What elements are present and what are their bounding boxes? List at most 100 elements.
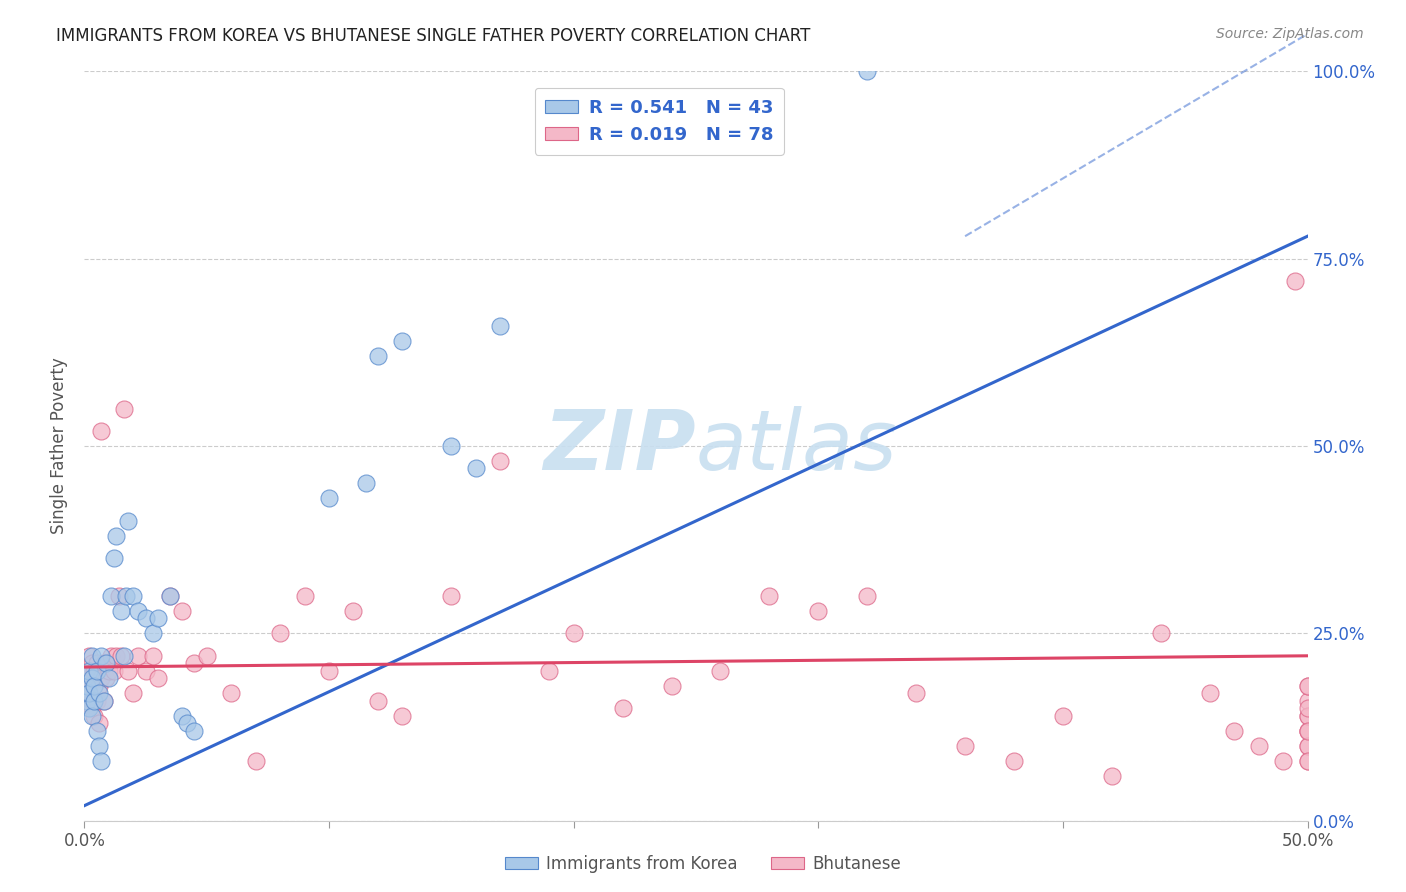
Point [80,701,103,715]
Point [83,679,105,693]
Point [318,664,340,678]
Point [1296,723,1319,738]
Point [464,461,486,475]
Point [100,589,122,603]
Point [122,589,145,603]
Point [146,671,169,685]
Point [1296,723,1319,738]
Point [440,589,463,603]
Point [115,589,138,603]
Point [87,679,110,693]
Point [367,349,389,363]
Point [83,708,105,723]
Point [107,589,129,603]
Point [100,648,122,663]
Point [86,694,108,708]
Point [1052,708,1074,723]
Point [93,657,115,671]
Point [90,424,112,438]
Point [219,686,242,700]
Point [1101,769,1123,783]
Point [90,754,112,768]
Point [142,648,165,663]
Point [1247,739,1270,753]
Point [110,604,132,618]
Point [342,604,364,618]
Point [77,679,100,693]
Legend: Immigrants from Korea, Bhutanese: Immigrants from Korea, Bhutanese [498,848,908,880]
Point [76,679,98,693]
Point [86,657,108,671]
Point [112,648,135,663]
Point [1296,723,1319,738]
Point [1296,754,1319,768]
Point [105,529,128,543]
Point [1296,739,1319,753]
Point [96,671,118,685]
Point [661,679,683,693]
Point [127,604,149,618]
Text: IMMIGRANTS FROM KOREA VS BHUTANESE SINGLE FATHER POVERTY CORRELATION CHART: IMMIGRANTS FROM KOREA VS BHUTANESE SINGL… [56,27,811,45]
Point [183,723,205,738]
Point [1296,694,1319,708]
Point [538,664,561,678]
Point [905,686,928,700]
Point [391,334,413,348]
Text: Source: ZipAtlas.com: Source: ZipAtlas.com [1216,27,1364,41]
Text: atlas: atlas [696,406,897,486]
Point [172,708,194,723]
Point [159,589,181,603]
Point [77,664,100,678]
Point [76,694,98,708]
Point [1002,754,1025,768]
Point [76,664,98,678]
Point [562,626,585,640]
Point [1296,754,1319,768]
Point [612,701,634,715]
Point [294,589,316,603]
Point [83,664,105,678]
Point [103,551,125,566]
Point [1296,708,1319,723]
Point [807,604,830,618]
Point [135,611,157,625]
Point [83,694,105,708]
Point [195,648,218,663]
Point [90,671,112,685]
Point [856,589,879,603]
Point [1296,701,1319,715]
Point [367,694,389,708]
Point [80,657,103,671]
Y-axis label: Single Father Poverty: Single Father Poverty [51,358,69,534]
Point [159,589,181,603]
Point [112,401,135,416]
Text: ZIP: ZIP [543,406,696,486]
Point [127,648,149,663]
Point [1284,274,1306,288]
Point [77,701,100,715]
Point [103,664,125,678]
Point [76,686,98,700]
Point [354,476,377,491]
Point [391,708,413,723]
Point [97,671,120,685]
Point [117,514,139,528]
Point [953,739,976,753]
Point [80,694,103,708]
Point [117,664,139,678]
Point [176,716,198,731]
Point [87,716,110,731]
Point [1296,708,1319,723]
Point [110,648,132,663]
Point [183,657,205,671]
Point [93,694,115,708]
Point [1272,754,1295,768]
Point [489,319,512,334]
Point [758,589,780,603]
Point [80,648,103,663]
Point [1296,679,1319,693]
Point [1296,739,1319,753]
Point [90,648,112,663]
Point [86,664,108,678]
Point [269,626,291,640]
